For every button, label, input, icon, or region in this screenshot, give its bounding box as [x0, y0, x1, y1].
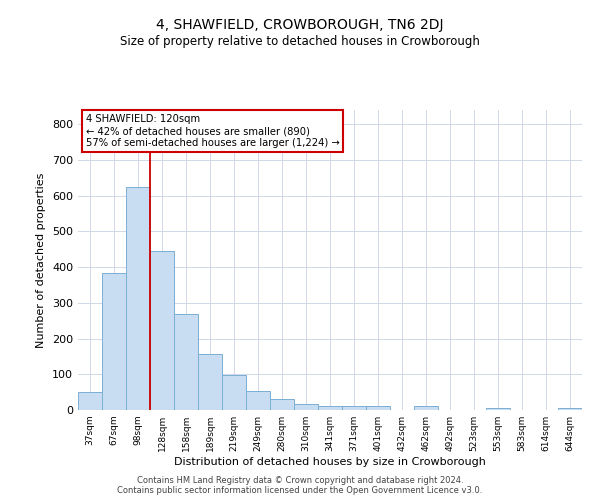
Text: Size of property relative to detached houses in Crowborough: Size of property relative to detached ho…: [120, 35, 480, 48]
Bar: [366, 406, 390, 410]
Bar: [558, 408, 582, 410]
Bar: [414, 406, 438, 410]
Text: 4, SHAWFIELD, CROWBOROUGH, TN6 2DJ: 4, SHAWFIELD, CROWBOROUGH, TN6 2DJ: [156, 18, 444, 32]
Bar: [174, 314, 198, 410]
Y-axis label: Number of detached properties: Number of detached properties: [37, 172, 46, 348]
Bar: [342, 406, 366, 410]
Bar: [486, 408, 510, 410]
Bar: [150, 251, 174, 410]
Text: Contains public sector information licensed under the Open Government Licence v3: Contains public sector information licen…: [118, 486, 482, 495]
Bar: [246, 392, 270, 410]
Bar: [318, 406, 342, 410]
Bar: [198, 354, 222, 410]
X-axis label: Distribution of detached houses by size in Crowborough: Distribution of detached houses by size …: [174, 457, 486, 467]
Text: Contains HM Land Registry data © Crown copyright and database right 2024.: Contains HM Land Registry data © Crown c…: [137, 476, 463, 485]
Bar: [222, 375, 246, 410]
Bar: [78, 392, 102, 410]
Bar: [294, 404, 318, 410]
Bar: [102, 272, 126, 410]
Bar: [270, 398, 294, 410]
Bar: [126, 187, 150, 410]
Text: 4 SHAWFIELD: 120sqm
← 42% of detached houses are smaller (890)
57% of semi-detac: 4 SHAWFIELD: 120sqm ← 42% of detached ho…: [86, 114, 340, 148]
